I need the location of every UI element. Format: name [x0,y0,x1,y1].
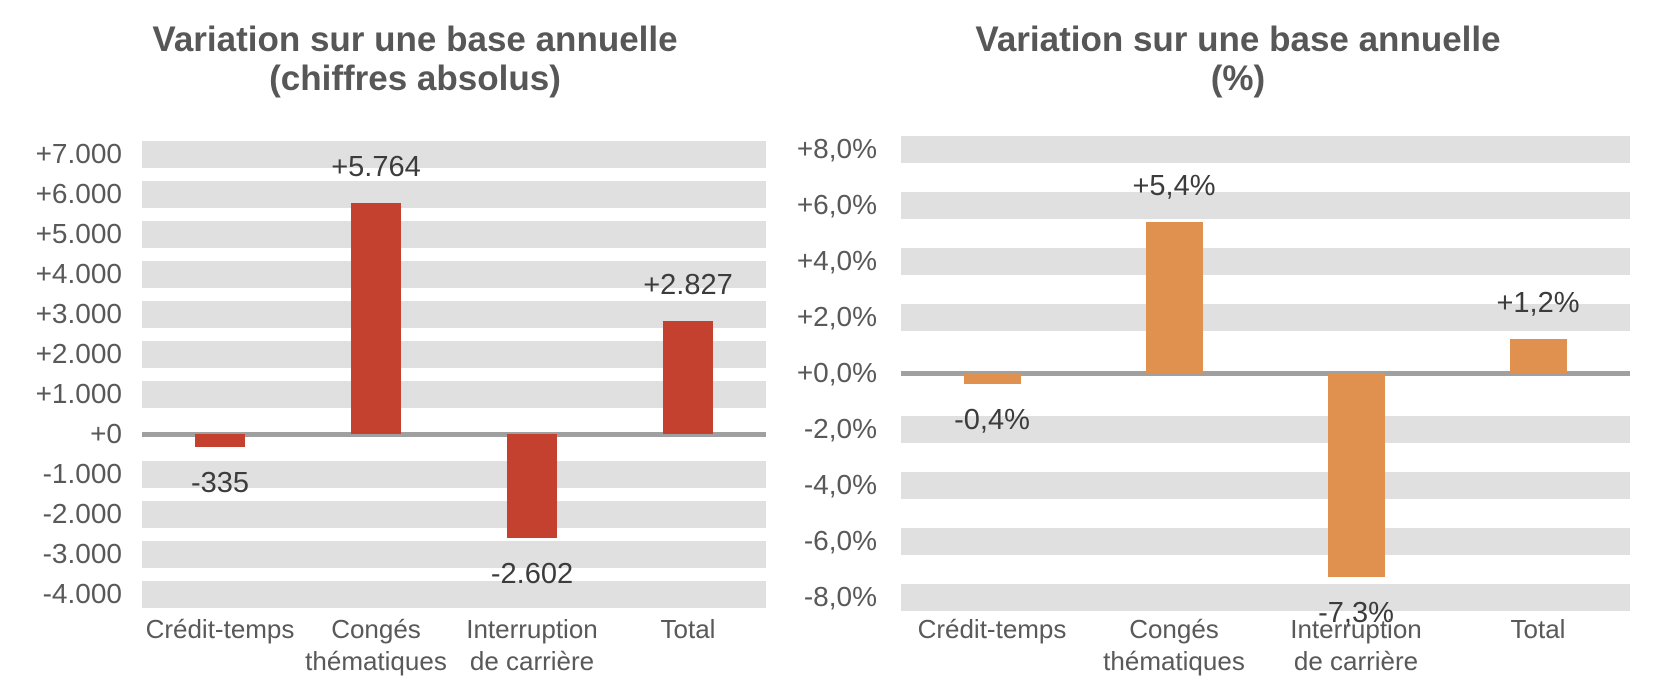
grid-band [901,583,1630,611]
grid-band [142,180,766,208]
category-label-line: de carrière [469,646,595,676]
category-label: Total [1418,613,1658,645]
bar-percent-3 [1509,339,1567,373]
bar-absolute-2 [507,434,557,539]
zero-axis-line [142,431,766,437]
y-axis-tick-label: -2,0% [803,413,877,444]
y-axis-tick-label: +0 [90,418,122,449]
category-label-line: Congés [331,614,421,644]
y-axis-tick-label: +2,0% [796,301,877,332]
bar-value-label: +5.764 [331,151,421,184]
y-axis-tick-label: +1.000 [35,378,122,409]
grid-band [901,191,1630,219]
grid-band [142,300,766,328]
category-label-line: Total [1510,614,1566,644]
y-axis-tick-label: -4,0% [803,469,877,500]
bar-absolute-0 [195,434,245,448]
grid-band [142,500,766,528]
category-label: Interruption de carrière [1236,613,1476,677]
bar-value-label: -335 [190,467,250,500]
bar-absolute-1 [351,203,401,434]
bar-value-label: +2.827 [643,268,733,301]
grid-band [142,460,766,488]
category-label: Crédit-temps [100,613,340,645]
category-label-line: Congés [1129,614,1219,644]
grid-band [142,580,766,608]
bar-value-label: -2.602 [490,558,574,591]
y-axis-tick-label: -6,0% [803,525,877,556]
bar-value-label: -7,3% [1318,597,1394,630]
grid-band [142,260,766,288]
bar-percent-1 [1145,221,1203,373]
grid-band [901,247,1630,275]
grid-band [901,135,1630,163]
chart-title-absolute-line1: Variation sur une base annuelle [152,20,678,59]
chart-title-absolute: Variation sur une base annuelle (chiffre… [65,20,765,98]
chart-title-percent: Variation sur une base annuelle (%) [888,20,1588,98]
category-label: Total [568,613,808,645]
y-axis-tick-label: -1.000 [42,458,122,489]
grid-band [901,527,1630,555]
y-axis-tick-label: +6,0% [796,189,877,220]
y-axis-tick-label: +6.000 [35,178,122,209]
zero-axis-line [901,370,1630,376]
grid-band [142,540,766,568]
y-axis-tick-label: +3.000 [35,298,122,329]
grid-band [142,380,766,408]
chart-title-absolute-line2: (chiffres absolus) [269,59,561,98]
bar-percent-2 [1327,373,1385,578]
y-axis-tick-label: -3.000 [42,538,122,569]
category-label-line: thématiques [305,646,447,676]
y-axis-tick-label: +4,0% [796,245,877,276]
grid-band [901,471,1630,499]
chart-title-percent-line1: Variation sur une base annuelle [975,20,1501,59]
y-axis-tick-label: +2.000 [35,338,122,369]
category-label-line: thématiques [1103,646,1245,676]
category-label: Congés thématiques [1054,613,1294,677]
chart-title-percent-line2: (%) [1210,59,1266,98]
category-label-line: Interruption [1290,614,1422,644]
y-axis-tick-label: +7.000 [35,138,122,169]
y-axis-tick-label: +5.000 [35,218,122,249]
bar-value-label: +1,2% [1496,287,1580,320]
bar-percent-0 [963,373,1021,385]
category-label: Crédit-temps [872,613,1112,645]
grid-band [901,303,1630,331]
bar-value-label: +5,4% [1132,169,1216,202]
y-axis-tick-label: -2.000 [42,498,122,529]
category-label-line: Interruption [466,614,598,644]
category-label-line: Crédit-temps [145,614,295,644]
grid-band [901,415,1630,443]
category-label-line: de carrière [1293,646,1419,676]
grid-band [142,220,766,248]
y-axis-tick-label: +8,0% [796,133,877,164]
bar-value-label: -0,4% [954,404,1030,437]
y-axis-tick-label: +4.000 [35,258,122,289]
y-axis-tick-label: +0,0% [796,357,877,388]
y-axis-tick-label: -8,0% [803,581,877,612]
grid-band [142,340,766,368]
bar-absolute-3 [663,320,713,434]
grid-band [142,140,766,168]
category-label: Interruption de carrière [412,613,652,677]
category-label: Congés thématiques [256,613,496,677]
category-label-line: Total [660,614,716,644]
y-axis-tick-label: -4.000 [42,578,122,609]
category-label-line: Crédit-temps [917,614,1067,644]
